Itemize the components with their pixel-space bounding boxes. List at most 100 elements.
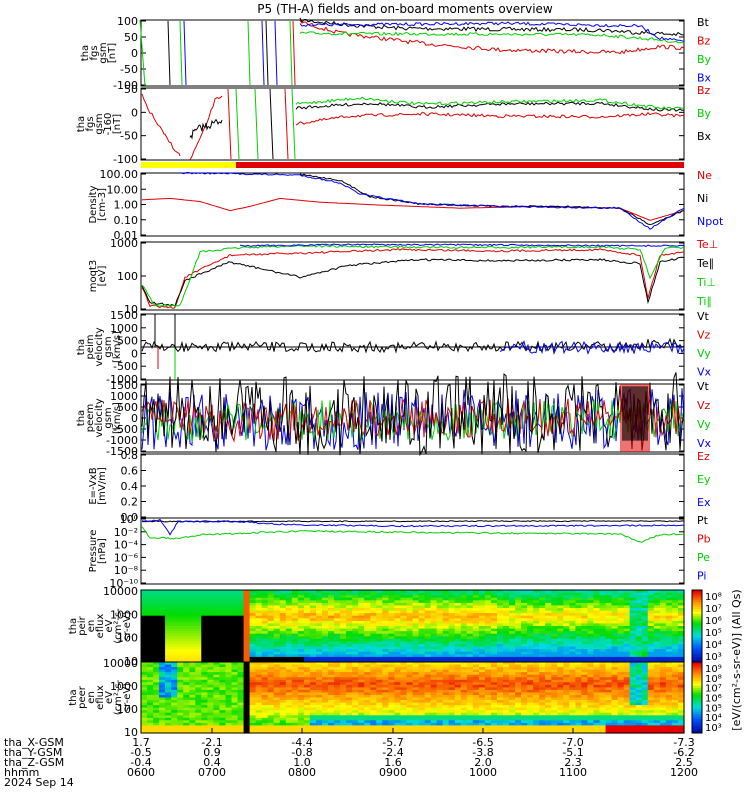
panel-10-cell	[430, 722, 438, 726]
panel-9-cell	[641, 618, 649, 622]
panel-10-cell	[279, 697, 287, 701]
panel-9-cell	[346, 618, 353, 622]
panel-9-cell	[388, 592, 395, 596]
panel-9-cell	[460, 597, 468, 601]
panel-9-cell	[255, 656, 263, 661]
panel-10-cell	[472, 664, 480, 668]
panel-10-cell	[189, 725, 196, 729]
panel-9-cell	[593, 595, 601, 599]
panel-10-cell	[309, 687, 317, 691]
panel-9-cell	[382, 618, 389, 622]
panel-9-cell	[647, 654, 655, 658]
panel-9-cell	[466, 605, 474, 609]
panel-9-cell	[647, 605, 655, 609]
panel-10-cell	[358, 695, 365, 699]
panel-9-cell	[671, 628, 679, 632]
panel-10-cell	[605, 702, 613, 706]
panel-10-cell	[237, 722, 245, 726]
panel-9-cell	[328, 618, 335, 622]
panel-10-cell	[273, 710, 281, 714]
panel-9-cell	[515, 636, 522, 640]
panel-9-cell	[261, 631, 269, 635]
panel-9-cell	[617, 628, 625, 632]
panel-9-cell	[159, 631, 166, 635]
panel-9-cell	[334, 626, 341, 630]
panel-9-cell	[219, 641, 226, 645]
panel-10-cell	[478, 722, 486, 726]
panel-10-cell	[442, 664, 450, 668]
panel-10-cell	[533, 689, 540, 693]
panel-4-ytick-label: 10	[124, 303, 138, 316]
panel-9-cell	[647, 590, 655, 594]
panel-9-cell	[309, 654, 317, 658]
panel-10-cell	[183, 705, 190, 709]
panel-10-cell	[189, 695, 196, 699]
panel-10-cell	[297, 715, 305, 719]
panel-10-cell	[503, 730, 510, 734]
panel-9-cell	[533, 641, 540, 645]
panel-9-cell	[165, 605, 172, 609]
panel-10-cell	[388, 720, 395, 724]
panel-9-cell	[147, 590, 154, 594]
panel-10-cell	[490, 669, 498, 673]
panel-10-cell	[575, 727, 582, 731]
panel-9-cell	[478, 633, 486, 637]
panel-10-cell	[448, 684, 456, 688]
panel-10-cell	[388, 687, 395, 691]
panel-10-cell	[515, 720, 522, 724]
panel-9-cell	[297, 590, 305, 594]
panel-9-cell	[509, 636, 516, 640]
panel-10-cell	[521, 710, 528, 714]
panel-10-cell	[587, 702, 595, 706]
panel-9-cell	[671, 651, 679, 655]
panel-9-cell	[237, 600, 245, 604]
panel-9-cell	[400, 636, 407, 640]
plot-title: P5 (TH-A) fields and on-board moments ov…	[257, 2, 553, 16]
panel-10-cell	[382, 669, 389, 673]
panel-9-cell	[659, 618, 667, 622]
panel-9-cell	[557, 646, 564, 650]
panel-9-cell	[653, 649, 661, 653]
panel-9-cell	[497, 656, 504, 661]
panel-10-cell	[291, 674, 299, 678]
panel-10-cell	[141, 705, 148, 709]
panel-10-cell	[497, 715, 504, 719]
panel-9-cell	[153, 649, 160, 653]
panel-9-cell	[225, 600, 233, 604]
panel-10-cell	[430, 674, 438, 678]
panel-9-cell	[394, 654, 401, 658]
panel-10-cell	[165, 700, 172, 704]
panel-10-cell	[551, 702, 558, 706]
panel-9-cell	[678, 613, 685, 617]
panel-9-cell	[261, 608, 269, 612]
panel-10-cell	[177, 710, 184, 714]
panel-10-cell	[442, 669, 450, 673]
panel-9-cell	[490, 628, 498, 632]
panel-10-cell	[177, 717, 184, 721]
panel-9-cell	[418, 651, 426, 655]
panel-9-cell	[303, 605, 311, 609]
panel-9-cell	[213, 649, 220, 653]
panel-10-cell	[231, 725, 239, 729]
panel-9-cell	[297, 610, 305, 614]
panel-9-cell	[255, 649, 263, 653]
panel-9-cell	[219, 623, 226, 627]
panel-9-cell	[412, 626, 420, 630]
panel-9-cell	[207, 608, 214, 612]
panel-9-cell	[653, 592, 661, 596]
b-spike	[265, 20, 269, 86]
panel-10-cell	[430, 717, 438, 721]
panel-9-cell	[503, 659, 510, 663]
panel-9-cell	[575, 600, 582, 604]
ve-vt-trace	[141, 372, 685, 457]
b-spike	[274, 20, 278, 86]
panel-9-cell	[309, 608, 317, 612]
panel-10-cell	[593, 700, 601, 704]
panel-9-cell	[593, 631, 601, 635]
panel-9-cell	[551, 620, 558, 625]
panel-9-cell	[424, 631, 432, 635]
panel-9-cell	[165, 646, 172, 650]
panel-10-cell	[563, 679, 570, 683]
panel-9-cell	[424, 651, 432, 655]
panel-9-cell	[527, 618, 534, 622]
